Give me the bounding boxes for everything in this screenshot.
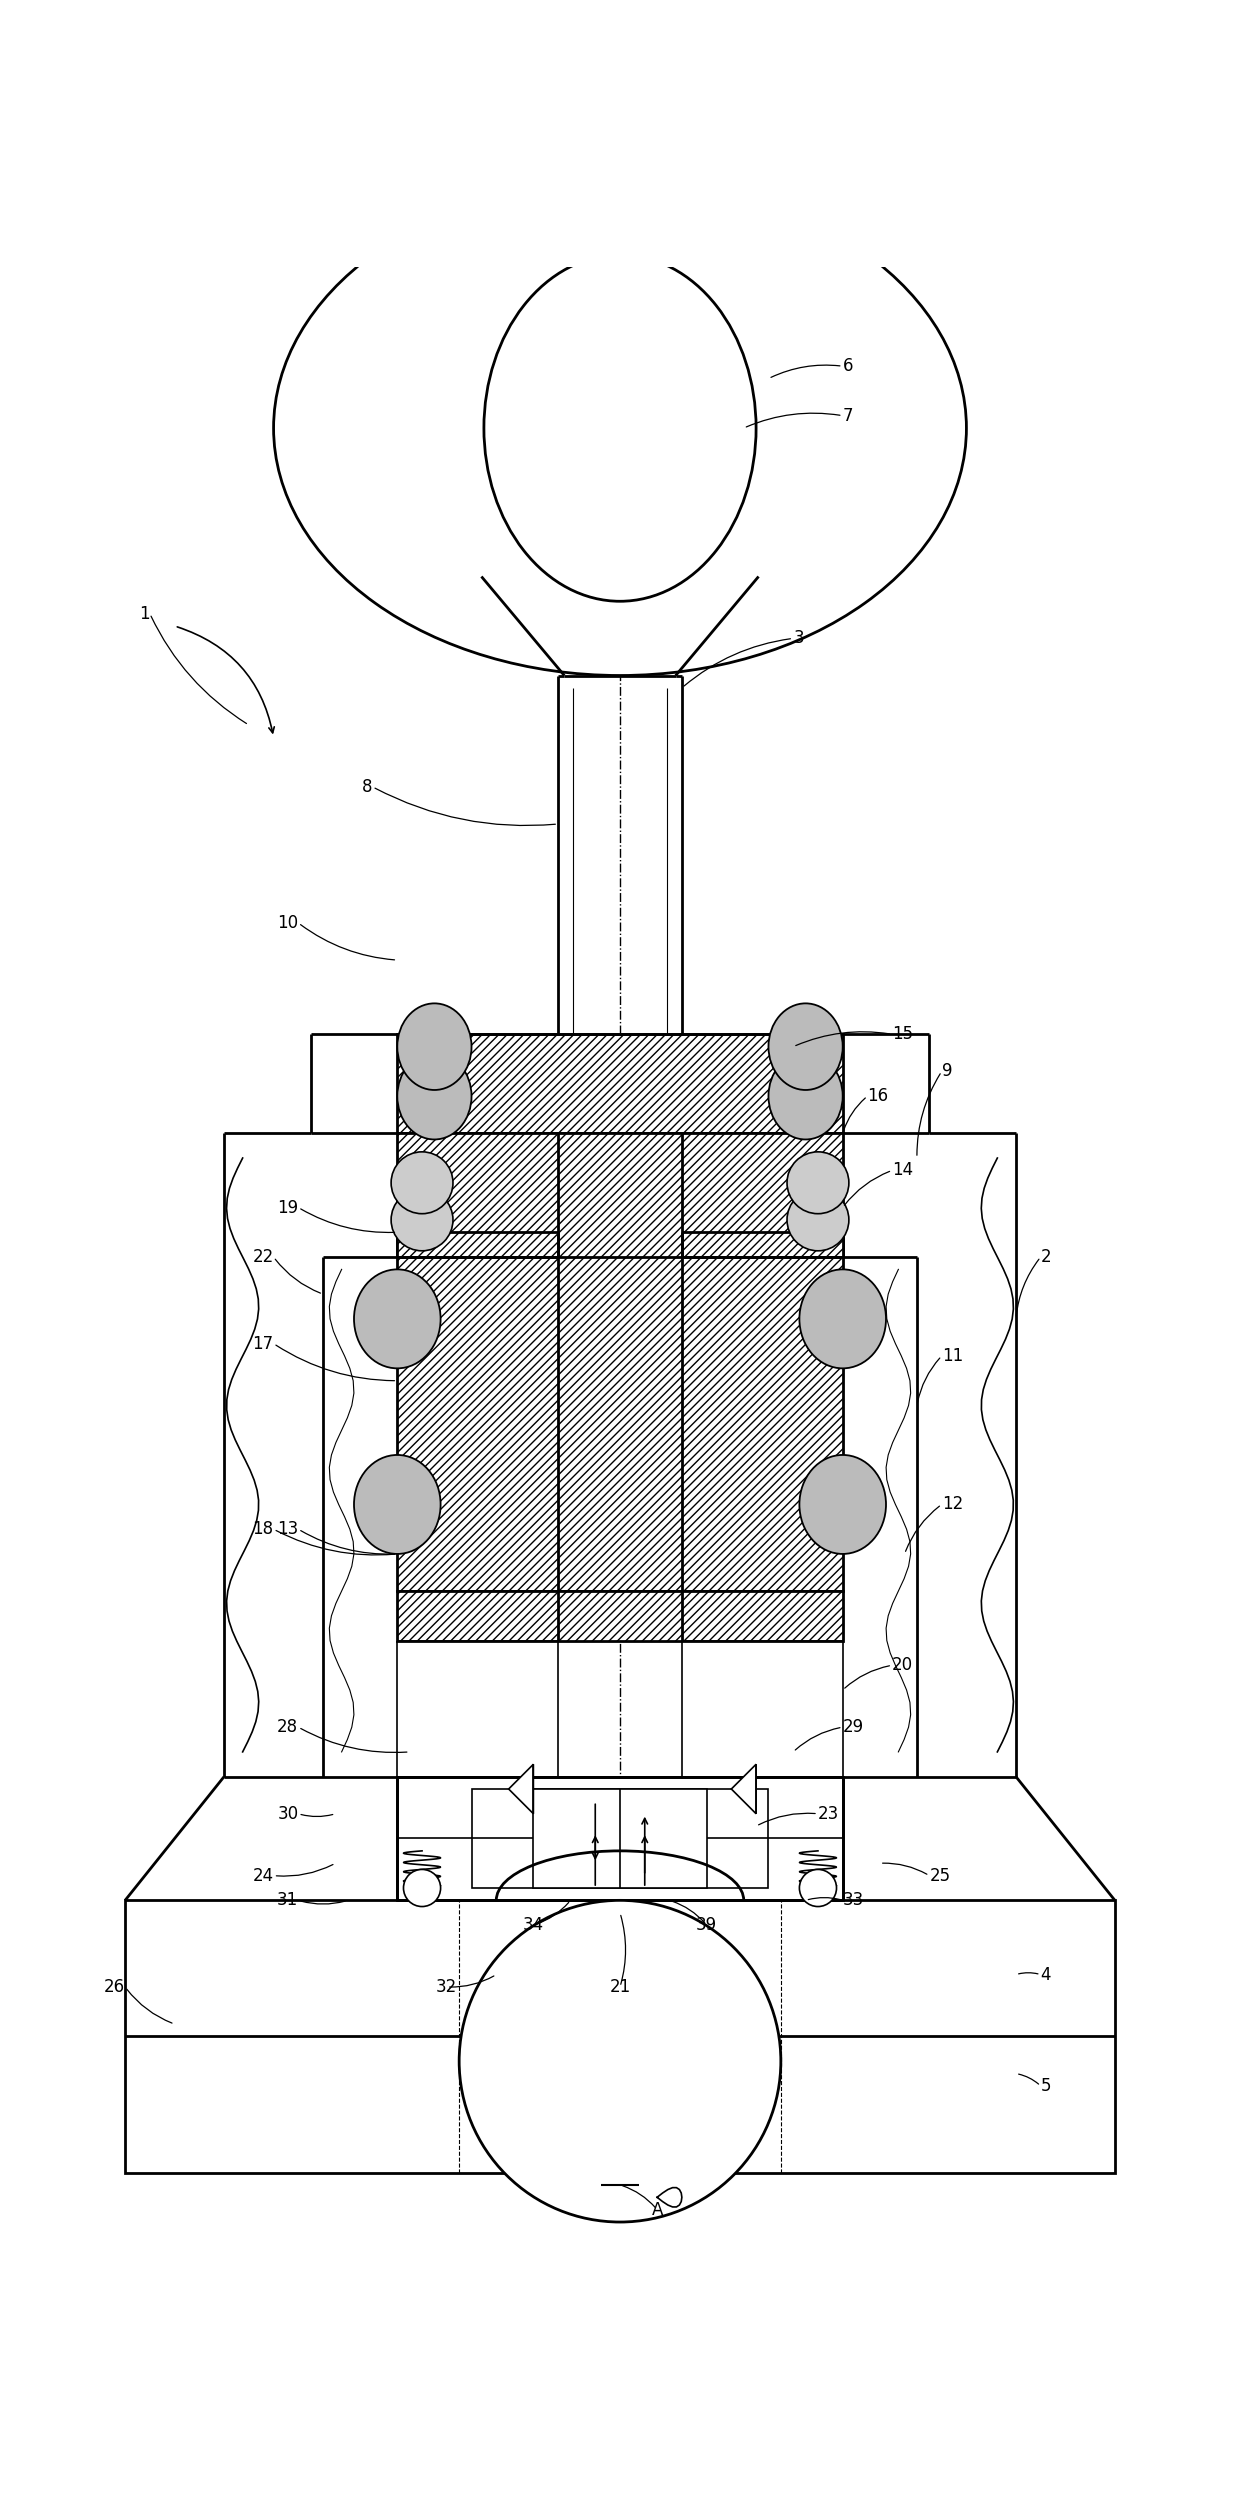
Text: 32: 32: [436, 1979, 458, 1996]
Polygon shape: [732, 1765, 756, 1813]
Text: 24: 24: [253, 1865, 274, 1886]
Ellipse shape: [787, 1189, 849, 1252]
Text: 12: 12: [941, 1496, 963, 1513]
Text: 6: 6: [843, 357, 853, 375]
Bar: [397, 1033, 843, 1134]
Ellipse shape: [397, 1053, 471, 1139]
Ellipse shape: [391, 1151, 453, 1214]
Text: 23: 23: [818, 1805, 839, 1823]
Circle shape: [800, 1870, 837, 1906]
Ellipse shape: [769, 1003, 843, 1091]
Text: 20: 20: [893, 1657, 914, 1674]
Ellipse shape: [787, 1151, 849, 1214]
Text: 2: 2: [1040, 1247, 1052, 1267]
Circle shape: [459, 1901, 781, 2222]
Text: 4: 4: [1040, 1966, 1052, 1984]
Text: 15: 15: [893, 1026, 914, 1043]
Text: 14: 14: [893, 1161, 914, 1179]
Text: A: A: [651, 2200, 663, 2220]
Ellipse shape: [769, 1053, 843, 1139]
Text: 13: 13: [277, 1521, 299, 1539]
Bar: [533, 1790, 707, 1888]
Text: 1: 1: [139, 606, 150, 623]
Text: 10: 10: [278, 915, 299, 933]
Text: 33: 33: [843, 1891, 864, 1908]
Text: 30: 30: [278, 1805, 299, 1823]
Ellipse shape: [800, 1456, 887, 1554]
Text: 16: 16: [868, 1086, 889, 1106]
Bar: [471, 1790, 769, 1888]
Ellipse shape: [353, 1270, 440, 1368]
Text: 19: 19: [278, 1199, 299, 1217]
Text: 18: 18: [253, 1521, 274, 1539]
Text: 5: 5: [1040, 2077, 1052, 2094]
Circle shape: [403, 1870, 440, 1906]
Ellipse shape: [274, 181, 966, 676]
Ellipse shape: [484, 254, 756, 601]
Text: 22: 22: [252, 1247, 274, 1267]
Bar: [397, 1591, 843, 1642]
Bar: [397, 1777, 843, 1901]
Text: 8: 8: [362, 777, 372, 797]
Ellipse shape: [397, 1003, 471, 1091]
Text: 31: 31: [277, 1891, 299, 1908]
Text: 34: 34: [523, 1916, 544, 1933]
Text: 28: 28: [278, 1717, 299, 1737]
Text: 9: 9: [941, 1063, 952, 1081]
Ellipse shape: [391, 1189, 453, 1252]
Bar: [397, 1134, 843, 1257]
Text: 25: 25: [929, 1865, 950, 1886]
Text: 29: 29: [843, 1717, 864, 1737]
Text: 26: 26: [104, 1979, 125, 1996]
Text: 11: 11: [941, 1348, 963, 1365]
Text: 3: 3: [794, 628, 804, 649]
Bar: [125, 1901, 1115, 2172]
Text: 7: 7: [843, 407, 853, 425]
Polygon shape: [508, 1765, 533, 1813]
Bar: [397, 1232, 843, 1591]
Text: 17: 17: [253, 1335, 274, 1353]
Ellipse shape: [353, 1456, 440, 1554]
Text: 21: 21: [609, 1979, 631, 1996]
Text: 39: 39: [696, 1916, 717, 1933]
Ellipse shape: [800, 1270, 887, 1368]
